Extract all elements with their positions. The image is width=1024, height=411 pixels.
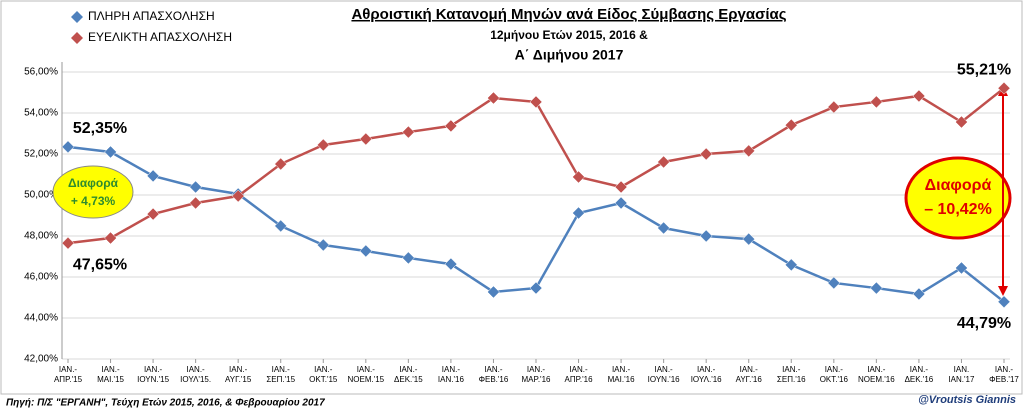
annotation: Διαφορά — [68, 176, 119, 190]
data-point — [870, 95, 883, 109]
chart-subtitle: 12μήνου Ετών 2015, 2016 & — [490, 28, 648, 42]
chart-subtitle: Α΄ Διμήνου 2017 — [515, 47, 624, 63]
x-tick-label: ΙΑΝ.- ΔΕΚ.'15 — [394, 365, 423, 384]
y-tick-label: 46,00% — [24, 272, 58, 283]
data-point — [146, 207, 160, 221]
data-point — [146, 169, 160, 183]
x-tick-label: ΙΑΝ.- ΜΑΙ.'16 — [607, 365, 635, 384]
data-point — [231, 189, 245, 203]
x-tick-label: ΙΑΝ. ΙΑΝ.'17 — [948, 365, 975, 384]
data-point — [359, 244, 373, 258]
x-tick-label: ΙΑΝ.- ΣΕΠ.'15 — [266, 365, 296, 384]
x-tick-label: ΙΑΝ.- ΜΑΡ.'16 — [521, 365, 551, 384]
data-point — [784, 118, 798, 132]
y-tick-label: 44,00% — [24, 313, 58, 324]
data-point — [189, 196, 202, 210]
data-point — [572, 170, 585, 184]
data-point — [657, 221, 670, 235]
x-tick-label: ΙΑΝ.- ΦΕΒ.'16 — [478, 365, 509, 384]
data-point — [274, 219, 288, 233]
x-tick-label: ΙΑΝ.- ΜΑΙ.'15 — [97, 365, 124, 384]
x-tick-label: ΙΑΝ.- ΙΑΝ.'16 — [437, 365, 464, 384]
data-point — [870, 281, 883, 295]
arrow-head — [998, 286, 1008, 296]
source: Πηγή: Π/Σ "ΕΡΓΑΝΗ", Τεύχη Ετών 2015, 201… — [6, 398, 325, 409]
data-point — [61, 236, 75, 250]
data-point — [997, 81, 1011, 95]
data-point — [912, 287, 926, 301]
data-point — [699, 229, 713, 243]
credit: @Vroutsis Giannis — [918, 394, 1016, 406]
data-point — [529, 95, 543, 109]
x-tick-label: ΙΑΝ.- ΝΟΕΜ.'15 — [347, 365, 385, 384]
annotation: – 10,42% — [924, 201, 992, 218]
x-tick-label: ΙΑΝ.- ΣΕΠ.'16 — [776, 365, 806, 384]
legend-label: ΕΥΕΛΙΚΤΗ ΑΠΑΣΧΟΛΗΣΗ — [88, 30, 232, 44]
chart-frame — [0, 0, 1023, 395]
x-tick-label: ΙΑΝ.- ΙΟΥΛ'15. — [180, 365, 212, 384]
x-tick-label: ΙΑΝ.- ΑΠΡ.'15 — [53, 365, 83, 384]
data-point — [955, 115, 968, 129]
data-point — [316, 138, 330, 152]
data-point — [699, 147, 713, 161]
y-tick-label: 52,00% — [24, 149, 58, 160]
data-point — [614, 180, 628, 194]
x-tick-label: ΙΑΝ.- ΙΟΥΝ.'15 — [137, 365, 170, 384]
x-tick-label: ΙΑΝ.- ΙΟΥΛ.'16 — [690, 365, 722, 384]
annotation: + 4,73% — [71, 194, 116, 208]
x-tick-label: ΙΑΝ.- ΟΚΤ.'15 — [309, 365, 338, 384]
y-tick-label: 42,00% — [24, 354, 58, 365]
data-label: 55,21% — [957, 61, 1011, 78]
data-point — [274, 157, 288, 171]
x-tick-label: ΙΑΝ.- ΝΟΕΜ.'16 — [858, 365, 895, 384]
y-tick-label: 56,00% — [24, 67, 58, 78]
data-point — [359, 132, 373, 146]
data-point — [487, 91, 500, 105]
data-point — [402, 251, 415, 265]
annotation-bubble — [52, 165, 134, 219]
data-point — [955, 261, 968, 275]
x-tick-label: ΙΑΝ.- ΑΥΓ.'16 — [735, 365, 762, 384]
y-tick-label: 50,00% — [24, 190, 58, 201]
data-point — [444, 119, 458, 133]
data-point — [487, 285, 500, 299]
x-tick-label: ΙΑΝ.- ΦΕΒ.'17 — [989, 365, 1019, 384]
data-point — [529, 281, 543, 295]
data-point — [402, 125, 415, 139]
x-tick-label: ΙΑΝ.- ΑΠΡ.'16 — [564, 365, 593, 384]
x-tick-label: ΙΑΝ.- ΙΟΥΝ.'16 — [647, 365, 680, 384]
data-point — [104, 145, 117, 159]
data-point — [189, 180, 202, 194]
annotation: Διαφορά — [925, 177, 992, 194]
x-tick-label: ΙΑΝ.- ΑΥΓ.'15 — [225, 365, 252, 384]
data-point — [912, 89, 926, 103]
legend-marker — [71, 32, 83, 44]
data-label: 44,79% — [957, 315, 1011, 332]
data-point — [742, 144, 756, 158]
y-tick-label: 54,00% — [24, 108, 58, 119]
x-tick-label: ΙΑΝ.- ΔΕΚ.'16 — [904, 365, 934, 384]
data-point — [104, 231, 117, 245]
data-point — [657, 155, 670, 169]
data-point — [61, 140, 75, 154]
data-point — [444, 257, 458, 271]
data-point — [784, 258, 798, 272]
data-point — [316, 238, 330, 252]
legend-label: ΠΛΗΡΗ ΑΠΑΣΧΟΛΗΣΗ — [88, 9, 215, 23]
data-point — [827, 276, 841, 290]
data-label: 52,35% — [73, 120, 127, 137]
chart-title: Αθροιστική Κατανομή Μηνών ανά Είδος Σύμβ… — [351, 6, 786, 23]
x-tick-label: ΙΑΝ.- ΟΚΤ.'16 — [819, 365, 848, 384]
data-point — [614, 196, 628, 210]
legend-marker — [71, 11, 83, 23]
data-point — [572, 206, 585, 220]
data-point — [827, 100, 841, 114]
data-point — [997, 295, 1011, 309]
y-tick-label: 48,00% — [24, 231, 58, 242]
annotation-bubble — [904, 156, 1012, 240]
data-label: 47,65% — [73, 256, 127, 273]
data-point — [742, 232, 756, 246]
